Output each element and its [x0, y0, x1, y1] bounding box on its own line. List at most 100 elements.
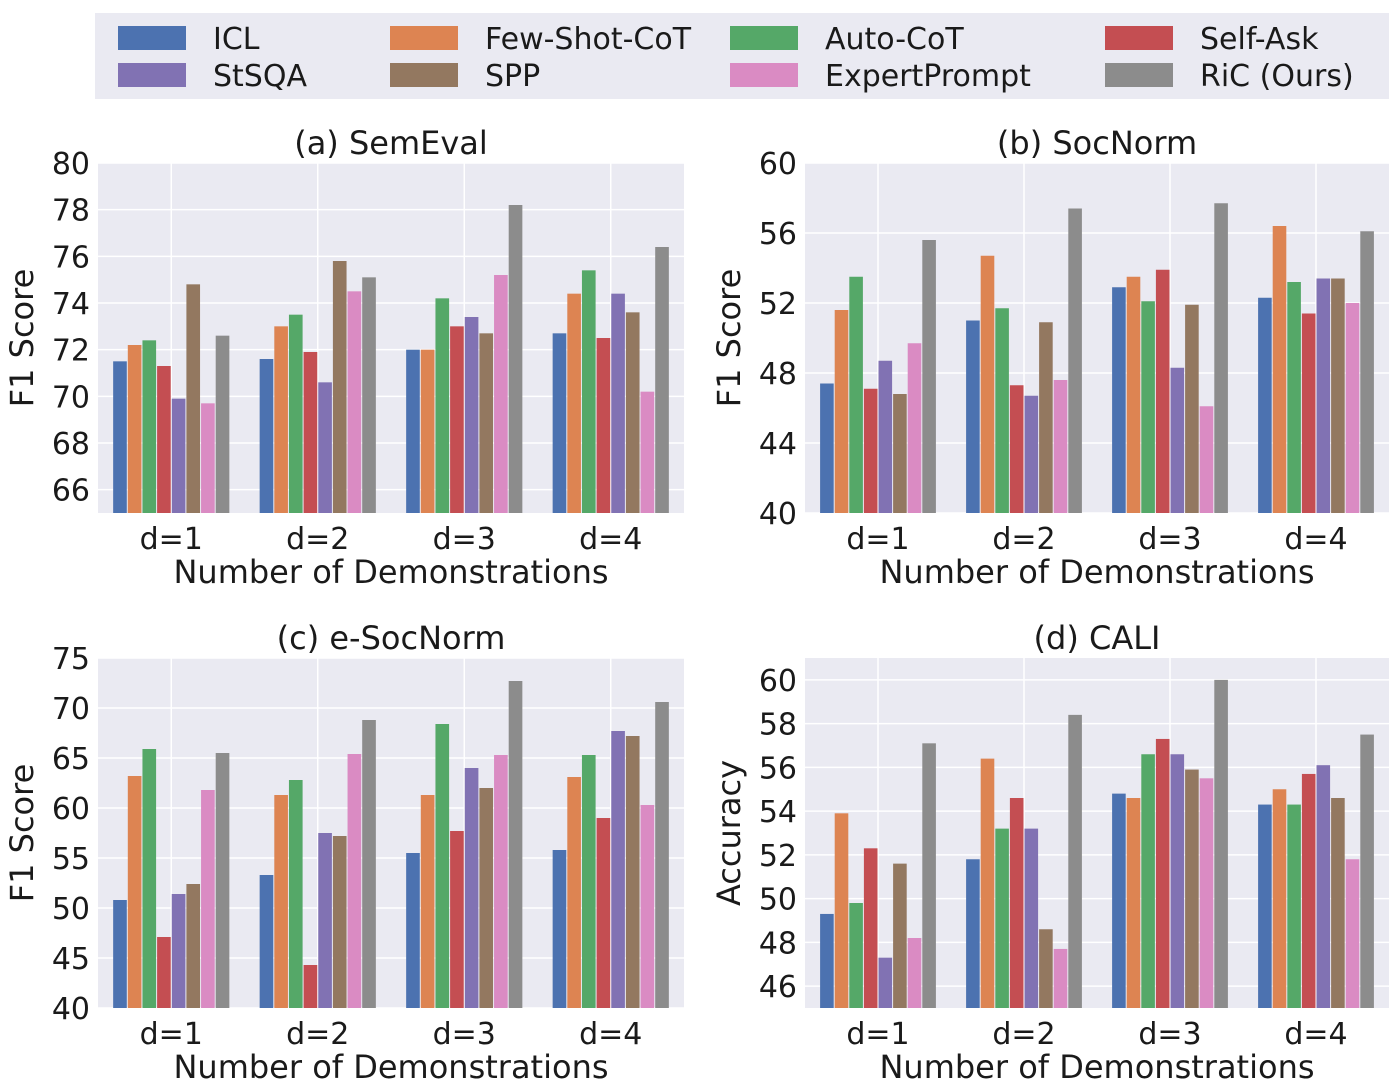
bar-spp-d-1: [186, 884, 201, 1008]
x-axis-label: Number of Demonstrations: [879, 1048, 1314, 1086]
y-axis-label: Accuracy: [710, 760, 748, 906]
y-tick-label: 68: [52, 427, 90, 462]
y-tick-label: 56: [759, 751, 797, 786]
bar-icl-d-3: [1112, 793, 1126, 1008]
bar-stsqa-d-2: [1024, 828, 1039, 1008]
legend-swatch-few-shot-cot: [390, 26, 458, 50]
bar-spp-d-1: [186, 284, 201, 513]
legend-label-stsqa: StSQA: [213, 59, 307, 94]
legend-swatch-ric-ours: [1105, 63, 1173, 87]
bar-expertprompt-d-3: [1199, 778, 1214, 1008]
bar-icl-d-1: [113, 900, 127, 1008]
y-tick-label: 78: [52, 194, 90, 229]
bar-few-shot-cot-d-2: [980, 758, 995, 1008]
legend-swatch-spp: [390, 63, 458, 87]
bar-auto-cot-d-1: [142, 340, 157, 513]
bar-icl-d-2: [259, 359, 274, 513]
bar-stsqa-d-2: [318, 382, 332, 513]
bar-spp-d-4: [1331, 278, 1345, 513]
legend-item-auto-cot: Auto-CoT: [730, 22, 964, 57]
plot-area: [805, 163, 1389, 513]
panel-4: 46 48 50 52 54 56 58 60 d=1 d=2 d=3 d=4 (d) CALI Numb…: [710, 619, 1389, 1086]
bar-auto-cot-d-2: [288, 780, 303, 1008]
bar-auto-cot-d-4: [581, 270, 596, 513]
bar-icl-d-4: [552, 333, 567, 513]
bar-icl-d-3: [406, 853, 420, 1008]
bar-ric-ours-d-1: [215, 753, 230, 1008]
legend-item-ric-ours: RiC (Ours): [1105, 59, 1354, 94]
y-axis-label: F1 Score: [3, 269, 41, 408]
plot-area: [98, 658, 684, 1008]
x-axis-label: Number of Demonstrations: [879, 553, 1314, 591]
bar-ric-ours-d-4: [655, 247, 669, 513]
y-tick-label: 56: [759, 217, 797, 252]
bar-ric-ours-d-2: [1068, 208, 1082, 513]
bar-expertprompt-d-4: [640, 391, 655, 513]
bar-stsqa-d-3: [464, 317, 479, 513]
y-tick-label: 44: [759, 427, 797, 462]
bar-auto-cot-d-1: [849, 276, 863, 513]
bar-ric-ours-d-2: [362, 277, 376, 513]
bar-icl-d-2: [259, 875, 274, 1008]
x-tick-label: d=2: [992, 1017, 1055, 1052]
x-tick-label: d=4: [1284, 522, 1347, 557]
bar-expertprompt-d-1: [201, 403, 215, 513]
bar-few-shot-cot-d-3: [420, 795, 435, 1008]
bar-few-shot-cot-d-1: [127, 345, 142, 513]
legend-swatch-expertprompt: [730, 63, 798, 87]
legend-item-self-ask: Self-Ask: [1105, 22, 1319, 57]
y-tick-label: 55: [52, 842, 90, 877]
x-axis-label: Number of Demonstrations: [173, 1048, 608, 1086]
y-tick-label: 76: [52, 240, 90, 275]
bar-auto-cot-d-3: [435, 724, 450, 1008]
y-axis-label: F1 Score: [710, 269, 748, 408]
panel-1: 66 68 70 72 74 76 78 80 d=1 d=2 d=3 d=4 (a) SemEval N…: [3, 124, 684, 591]
y-axis-label: F1 Score: [3, 764, 41, 903]
bar-icl-d-4: [1258, 804, 1272, 1008]
y-tick-label: 70: [52, 692, 90, 727]
x-tick-label: d=3: [1138, 522, 1201, 557]
bar-auto-cot-d-4: [1287, 804, 1301, 1008]
bar-stsqa-d-3: [1170, 367, 1185, 513]
bar-expertprompt-d-4: [1345, 859, 1360, 1008]
legend-label-self-ask: Self-Ask: [1200, 22, 1319, 57]
bar-spp-d-1: [893, 863, 907, 1008]
bar-auto-cot-d-2: [995, 308, 1009, 513]
bar-expertprompt-d-4: [640, 805, 655, 1008]
bar-stsqa-d-4: [1316, 765, 1331, 1008]
legend-item-few-shot-cot: Few-Shot-CoT: [390, 22, 692, 57]
y-tick-label: 65: [52, 742, 90, 777]
bar-auto-cot-d-3: [1141, 754, 1155, 1008]
bar-self-ask-d-4: [596, 818, 611, 1008]
bar-expertprompt-d-4: [1345, 303, 1360, 513]
panels: 66 68 70 72 74 76 78 80 d=1 d=2 d=3 d=4 (a) SemEval N…: [3, 124, 1389, 1086]
bar-ric-ours-d-2: [362, 720, 376, 1008]
legend-label-ric-ours: RiC (Ours): [1200, 59, 1354, 94]
bar-auto-cot-d-1: [142, 749, 157, 1008]
bar-stsqa-d-3: [1170, 754, 1185, 1008]
panel-3: 40 45 50 55 60 65 70 75 d=1 d=2 d=3 d=4 (c) e-SocNor…: [3, 619, 684, 1086]
bar-spp-d-4: [1331, 798, 1345, 1008]
bar-few-shot-cot-d-2: [980, 255, 995, 513]
bar-stsqa-d-1: [171, 398, 186, 513]
bar-expertprompt-d-2: [347, 291, 362, 513]
legend-label-expertprompt: ExpertPrompt: [825, 59, 1031, 94]
bar-few-shot-cot-d-3: [420, 349, 435, 513]
bar-few-shot-cot-d-1: [127, 776, 142, 1008]
x-tick-label: d=1: [846, 522, 909, 557]
bar-self-ask-d-3: [450, 326, 464, 513]
bar-auto-cot-d-2: [288, 314, 303, 513]
y-tick-label: 58: [759, 708, 797, 743]
bar-self-ask-d-1: [863, 388, 878, 513]
bar-expertprompt-d-2: [1053, 948, 1068, 1008]
bar-icl-d-4: [1258, 297, 1272, 513]
bar-self-ask-d-2: [303, 352, 318, 513]
panel-2: 40 44 48 52 56 60 d=1 d=2 d=3 d=4 (b) SocNorm Numbe…: [710, 124, 1389, 591]
bar-self-ask-d-1: [157, 937, 171, 1008]
y-tick-label: 45: [52, 942, 90, 977]
bar-few-shot-cot-d-4: [567, 293, 581, 513]
bar-few-shot-cot-d-4: [1272, 789, 1287, 1008]
bar-stsqa-d-1: [171, 894, 186, 1008]
